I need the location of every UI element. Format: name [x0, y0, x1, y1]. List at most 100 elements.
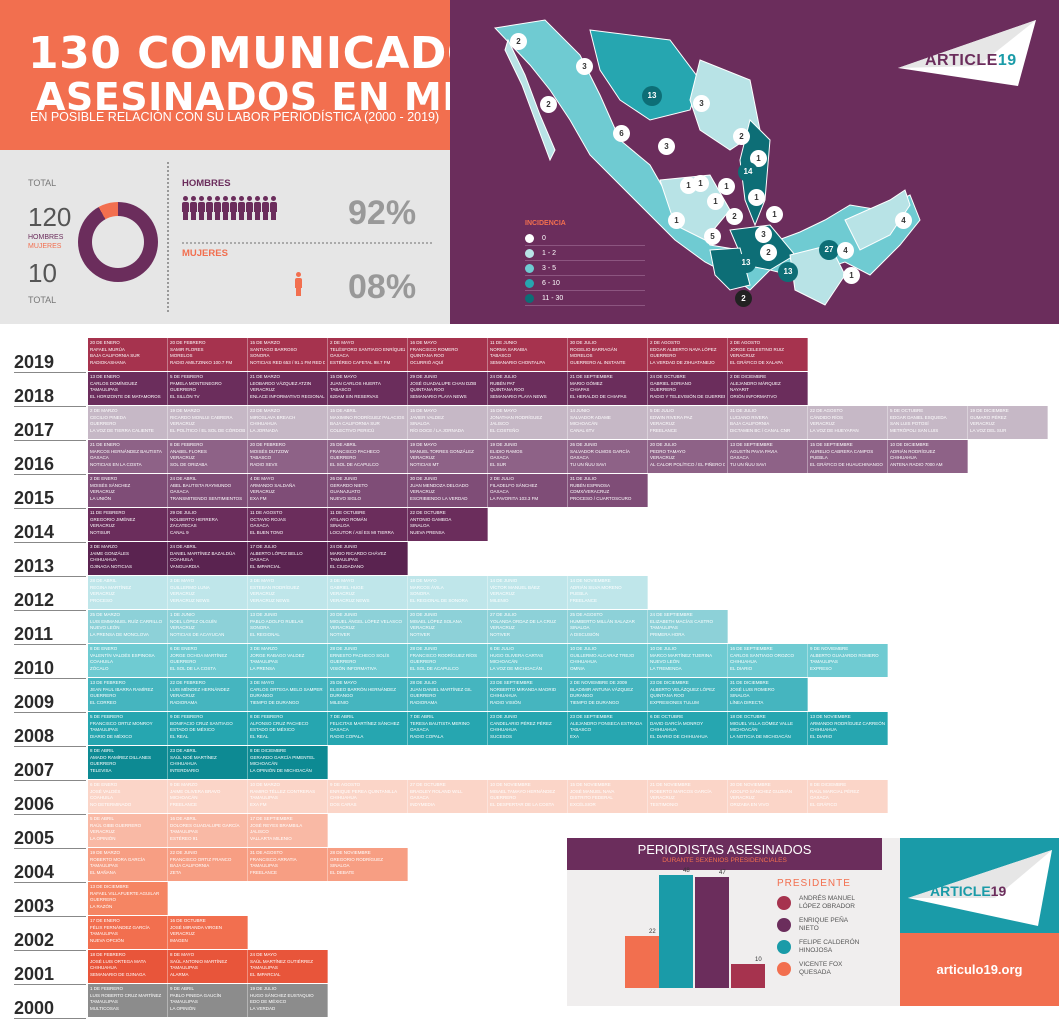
- legend-title: PRESIDENTE: [777, 878, 851, 889]
- entry-date: 28 DE JUNIO: [330, 646, 358, 651]
- entry-outlet: IMAGEN: [170, 937, 188, 943]
- entry-name: DOLORES GUADALUPE GARCÍA: [170, 822, 240, 828]
- page-subtitle: EN POSIBLE RELACIÓN CON SU LABOR PERIODÍ…: [30, 110, 440, 124]
- year-row: 19 DE MARZO ROBERTO MORA GARCÍA TAMAULIPAS…: [88, 848, 408, 881]
- entry-date: 11 DE OCTUBRE: [330, 510, 366, 515]
- entry-state: VERACRUZ: [250, 489, 275, 494]
- victim-entry: 5 DE JULIO EDWIN RIVERA PAZ VERACRUZ FREELA…: [648, 406, 728, 439]
- entry-outlet: LA FAVORITA 103.3 FM: [490, 495, 539, 501]
- victim-entry: 28 DE JUNIO ERNESTO PACHECO SOLÍS GUERRERO…: [328, 644, 408, 677]
- entry-date: 2 DE MARZO: [90, 408, 118, 413]
- entry-outlet: METRÓPOLI SAN LUIS: [890, 427, 939, 433]
- entry-state: CHIHUAHUA: [250, 421, 277, 426]
- entry-state: TAMAULIPAS: [170, 829, 198, 834]
- year-label: 2012: [14, 590, 55, 610]
- entry-state: VERACRUZ: [730, 795, 755, 800]
- entry-state: OAXACA: [330, 727, 349, 732]
- year-divider: [14, 814, 86, 815]
- year-divider: [14, 780, 86, 781]
- entry-date: 22 DE JUNIO: [170, 850, 198, 855]
- entry-name: MARIO GÓMEZ: [570, 380, 603, 386]
- victim-entry: 24 DE OCTUBRE GABRIEL SORIANO GUERRERO RADI…: [648, 372, 728, 405]
- entry-outlet: EL REGIONAL DE SONORA: [410, 597, 468, 603]
- victim-entry: 13 DE FEBRERO JEAN PAUL IBARRA RAMÍREZ GUE…: [88, 678, 168, 711]
- entry-date: 24 DE SEPTIEMBRE: [650, 612, 693, 617]
- victim-entry: 24 DE JUNIO MARIO RICARDO CHÁVEZ TAMAULIPA…: [328, 542, 408, 575]
- entry-outlet: EL CIUDADANO: [330, 563, 364, 569]
- entry-state: MICHOACÁN: [730, 727, 758, 732]
- entry-date: 15 DE MAYO: [410, 408, 437, 413]
- victim-entry: 14 JUNIO SALVADOR ADAME MICHOACÁN CANAL 6TV: [568, 406, 648, 439]
- victim-entry: 5 DE ABRIL RAÚL GIBB GUERRERO VERACRUZ LA O…: [88, 814, 168, 847]
- entry-name: FRANCISCO PACHECO: [330, 448, 380, 454]
- entry-outlet: LA TREMENDA: [650, 665, 682, 671]
- state-count-badge: 2: [735, 290, 752, 307]
- entry-name: GERARDO GARCÍA PIMENTEL: [250, 754, 315, 760]
- year-divider: [14, 406, 86, 407]
- entry-name: CARLOS SANTIAGO OROZCO: [730, 652, 795, 658]
- entry-date: 21 DE NOVIEMBRE: [650, 782, 691, 787]
- entry-outlet: INDYMEDIA: [410, 801, 436, 807]
- entry-state: VERACRUZ: [250, 591, 275, 596]
- victim-entry: 3 DE MAYO CARLOS ORTEGA MELO SAMPER DURANG…: [248, 678, 328, 711]
- entry-state: GUERRERO: [90, 421, 117, 426]
- year-label: 2000: [14, 998, 55, 1018]
- entry-name: NORMA SARABIA: [490, 346, 528, 352]
- entry-name: ESTEBAN RODRÍGUEZ: [250, 584, 300, 590]
- bar-value-label: 22: [649, 929, 656, 935]
- state-count-badge: 13: [736, 253, 756, 273]
- men-percentage: 92%: [348, 194, 417, 232]
- entry-date: 3 DE MAYO: [170, 578, 195, 583]
- entry-date: 9 DE FEBRERO: [170, 714, 204, 719]
- entry-outlet: SEMANARIO DE OJINAGA: [90, 971, 146, 977]
- entry-name: SAÚL MARTÍNEZ GUTIÉRREZ: [250, 958, 314, 964]
- entry-outlet: LA VOZ DE TIERRA CALIENTE: [90, 427, 154, 433]
- year-divider: [14, 712, 86, 713]
- entry-date: 8 DE FEBRERO: [250, 714, 284, 719]
- victim-entry: 1 DE FEBRERO LUIS ROBERTO CRUZ MARTÍNEZ TA…: [88, 984, 168, 1017]
- entry-state: GUERRERO: [650, 387, 677, 392]
- entry-name: ELISEO BARRÓN HERNÁNDEZ: [330, 686, 397, 692]
- gender-donut-chart: [78, 202, 158, 282]
- state-count-badge: 27: [819, 240, 839, 260]
- state-count-badge: 13: [642, 86, 662, 106]
- entry-state: GUERRERO: [330, 659, 357, 664]
- article19-logo-2: [908, 850, 1052, 926]
- entry-outlet: EL IMPARCIAL: [250, 563, 281, 569]
- victim-entry: 10 DE NOVIEMBRE MISAEL TAMAYO HERNÁNDEZ GU…: [488, 780, 568, 813]
- entry-state: CHIHUAHUA: [90, 557, 117, 562]
- entry-name: DAVID GARCÍA MONROY: [650, 720, 704, 726]
- entry-name: ARMANDO SALDAÑA: [250, 482, 296, 488]
- victim-entry: 22 DE AGOSTO CÁNDIDO RÍOS VERACRUZ LA VOZ D…: [808, 406, 888, 439]
- victim-entry: 15 DE MARZO SANTIAGO BARROSO SONORA NOTICIA…: [248, 338, 328, 371]
- victim-entry: 4 DE MAYO ARMANDO SALDAÑA VERACRUZ EXA FM: [248, 474, 328, 507]
- victim-entry: 19 DE MARZO RICARDO MONLUI CABRERA VERACRU…: [168, 406, 248, 439]
- victim-entry: 24 DE MAYO SAÚL MARTÍNEZ GUTIÉRREZ TAMAULI…: [248, 950, 328, 983]
- entry-outlet: NUEVO SIGLO: [330, 495, 362, 501]
- entry-state: TABASCO: [250, 455, 272, 460]
- state-count-badge: 2: [733, 128, 750, 145]
- bar-value-label: 48: [683, 868, 690, 874]
- entry-state: SINALOA: [330, 523, 350, 528]
- presidents-chart-panel: PERIODISTAS ASESINADOS DURANTE SEXENIOS …: [567, 838, 1059, 1006]
- victim-entry: 8 DE FEBRERO ANABEL FLORES VERACRUZ SOL DE …: [168, 440, 248, 473]
- entry-name: LEOBARDO VÁZQUEZ ATZIN: [250, 380, 312, 386]
- entry-name: JUAN CARLOS HUERTA: [330, 380, 381, 386]
- entry-outlet: TESTIMONIO: [650, 801, 678, 807]
- state-count-badge: 2: [510, 33, 527, 50]
- entry-outlet: EL MAÑANA: [90, 869, 116, 875]
- entry-name: FRANCISCO ORTIZ MONROY: [90, 720, 153, 726]
- victim-entry: 6 DE ENERO JOSÉ VALDÉS COAHUILA NO DETERMIN…: [88, 780, 168, 813]
- entry-state: OAXACA: [250, 557, 269, 562]
- victim-entry: 2 DE MAYO TELÉSFORO SANTIAGO ENRÍQUEZ OAXA…: [328, 338, 408, 371]
- entry-state: COAHUILA: [90, 795, 114, 800]
- website-link[interactable]: articulo19.org: [900, 933, 1059, 1006]
- entry-name: ATILANO ROMÁN: [330, 516, 367, 522]
- entry-outlet: EL CORREO: [90, 699, 117, 705]
- entry-state: BAJA CALIFORNIA: [730, 421, 770, 426]
- entry-date: 28 DE ABRIL: [90, 578, 117, 583]
- entry-date: 23 DE MARZO: [250, 408, 281, 413]
- year-label: 2018: [14, 386, 55, 406]
- state-count-badge: 1: [707, 193, 724, 210]
- entry-name: GUILLERMO LUNA: [170, 584, 210, 590]
